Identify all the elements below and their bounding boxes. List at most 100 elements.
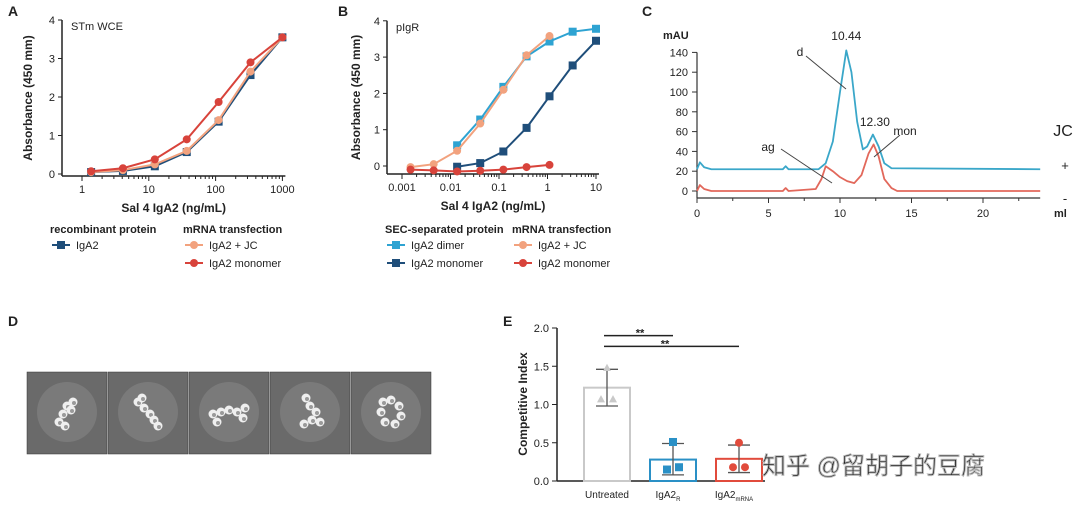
x-axis-label: Sal 4 IgA2 (ng/mL) [121,201,226,215]
x-tick-label: 10 [143,184,155,196]
data-point [453,162,462,171]
legend-group-title: recombinant protein [50,224,157,236]
x-tick-label: 10 [590,182,602,194]
y-axis-label: Absorbance (450 mm) [21,35,35,160]
watermark: 知乎 @留胡子的豆腐 [762,453,985,480]
em-density-shade [315,411,319,415]
panel-label-C: C [642,3,652,19]
em-density-shade [216,421,220,425]
significance-label: ** [636,328,645,340]
x-tick-label: 1000 [270,184,294,196]
data-point [453,141,462,150]
em-density-shade [390,399,394,403]
data-point [278,33,287,42]
y-tick-label: 80 [676,107,688,119]
x-tick-label: 5 [765,208,771,220]
annotation-mon: mon [893,124,916,138]
data-point [429,166,438,175]
y-tick-label: 3 [49,54,55,66]
data-point [522,51,531,60]
em-density-shade [64,425,68,429]
leader-line [780,148,833,184]
data-point [476,119,485,128]
data-point [182,135,191,144]
data-point [476,166,485,175]
y-tick-label: 20 [676,166,688,178]
data-point [545,92,554,101]
legend-label: IgA2 dimer [411,240,465,252]
em-density-shade [380,411,384,415]
y-tick-label: 2 [374,88,380,100]
em-density-shade [382,401,386,405]
em-density-shade [242,417,246,421]
data-point [453,167,462,176]
data-point [545,160,554,169]
data-point [522,163,531,172]
x-tick-label: 100 [206,184,224,196]
x-tick-label: 0 [694,208,700,220]
legend-marker [392,259,400,267]
chart-title: pIgR [396,22,419,34]
data-point [735,438,743,447]
data-point [568,61,577,70]
y-axis-label: Competitive Index [516,352,530,456]
peak-label: 10.44 [831,29,861,43]
significance-label: ** [661,338,670,350]
y-tick-label: 120 [670,67,688,79]
em-density-shade [157,425,161,429]
y-tick-label: 1.0 [534,400,549,412]
y-tick-label: 0 [49,169,55,181]
legend-label: IgA2 monomer [209,258,281,270]
y-tick-label: 140 [670,47,688,59]
em-density-shade [212,413,216,417]
em-density-shade [236,411,240,415]
y-tick-label: 0 [374,161,380,173]
data-point [150,155,159,164]
data-point [603,363,611,371]
data-point [429,160,438,169]
x-tick-label: 15 [905,208,917,220]
x-axis-label: ml [1054,208,1067,220]
legend-label: IgA2 monomer [538,258,610,270]
em-density-shade [311,419,315,423]
y-tick-label: 4 [49,15,55,27]
data-point [182,146,191,155]
y-tick-label: 60 [676,127,688,139]
em-class-averages [26,371,432,455]
em-density-shade [384,421,388,425]
legend-marker [190,259,198,267]
chromatogram-line [696,49,1041,171]
legend-group-title: SEC-separated protein [385,224,504,236]
data-point [675,463,683,472]
legend-label: IgA2 + JC [538,240,587,252]
data-point [545,37,554,46]
y-axis-label: Absorbance (450 mm) [349,35,363,160]
x-tick-label: 1 [544,182,550,194]
legend-group-title: mRNA transfection [512,224,611,236]
em-density-shade [400,415,404,419]
em-density-shade [62,413,66,417]
legend-label: IgA2 [76,240,99,252]
panel-label-D: D [8,313,18,329]
data-point [87,167,96,176]
legend-marker [519,241,527,249]
panel-label-E: E [503,313,512,329]
em-density-shade [319,421,323,425]
x-axis-label: Sal 4 IgA2 (ng/mL) [441,199,546,213]
legend-marker [57,241,65,249]
x-tick-label: 0.1 [491,182,506,194]
em-density-shade [143,407,147,411]
y-tick-label: 1 [374,125,380,137]
data-point [246,67,255,76]
data-point [597,395,605,403]
legend-marker [392,241,400,249]
data-point [476,159,485,168]
leader-line [805,55,847,90]
data-point [499,165,508,174]
em-density-shade [141,397,145,401]
em-density-shade [305,397,309,401]
data-point [609,395,617,403]
em-density-shade [394,423,398,427]
data-point [592,24,600,33]
